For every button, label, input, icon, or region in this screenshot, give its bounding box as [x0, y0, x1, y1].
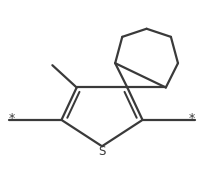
Text: S: S — [98, 145, 106, 158]
Text: *: * — [189, 112, 195, 125]
Text: *: * — [9, 112, 15, 125]
